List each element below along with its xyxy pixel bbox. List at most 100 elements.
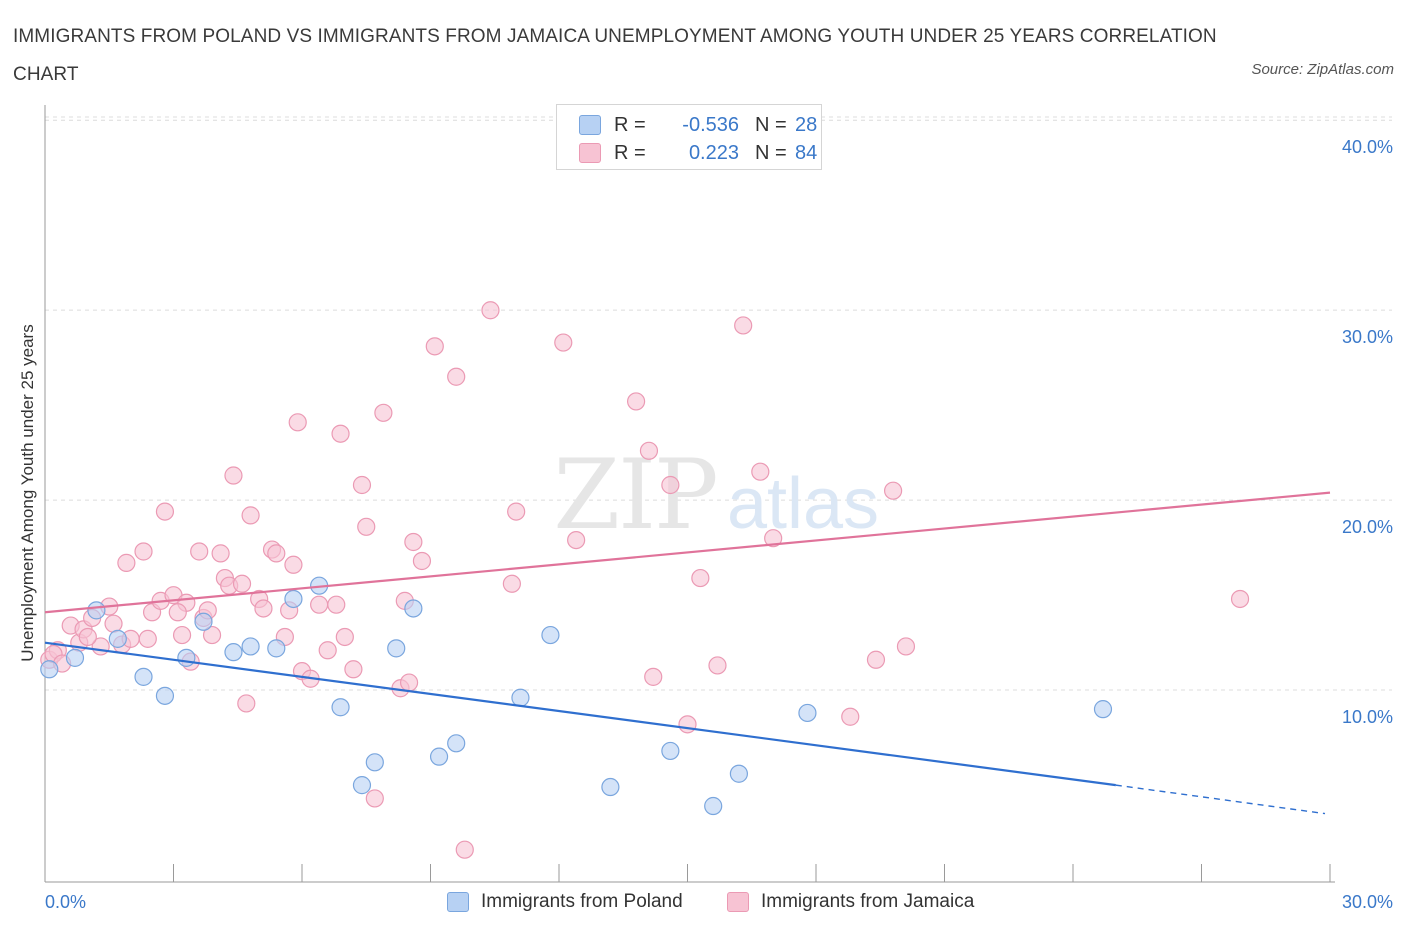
x-tick-label: 0.0% xyxy=(45,892,86,912)
poland-point xyxy=(177,648,196,667)
bottom-jamaica-label: Immigrants from Jamaica xyxy=(761,891,975,912)
jamaica-point xyxy=(507,502,526,521)
jamaica-point xyxy=(327,595,346,614)
jamaica-point xyxy=(237,694,256,713)
jamaica-r-value: 0.223 xyxy=(688,142,739,164)
jamaica-r-label: R = xyxy=(614,142,646,164)
poland-point xyxy=(155,686,175,705)
data-points xyxy=(40,301,1250,859)
poland-point xyxy=(331,698,350,717)
jamaica-point xyxy=(117,553,136,572)
jamaica-n-label: N = xyxy=(755,142,787,164)
correlation-legend: R = -0.536 N = 28 R = 0.223 N = 84 xyxy=(556,104,822,170)
jamaica-point xyxy=(644,667,663,686)
poland-point xyxy=(511,688,530,707)
jamaica-swatch xyxy=(579,143,601,163)
jamaica-point xyxy=(455,840,474,859)
jamaica-point xyxy=(734,316,753,335)
y-tick-label: 10.0% xyxy=(1342,707,1393,727)
jamaica-point xyxy=(288,413,307,432)
poland-point xyxy=(65,648,85,667)
jamaica-point xyxy=(155,502,175,521)
jamaica-point xyxy=(708,656,727,675)
poland-point xyxy=(729,764,749,783)
jamaica-point xyxy=(678,715,697,734)
poland-point xyxy=(601,777,620,797)
jamaica-trend-line xyxy=(44,491,1331,614)
jamaica-point xyxy=(502,574,521,593)
poland-point xyxy=(108,629,127,648)
jamaica-point xyxy=(172,625,192,645)
bottom-poland-swatch xyxy=(447,892,469,912)
jamaica-point xyxy=(661,475,680,495)
chart-title: IMMIGRANTS FROM POLAND VS IMMIGRANTS FRO… xyxy=(13,26,1217,85)
jamaica-point xyxy=(412,551,432,571)
watermark-atlas: atlas xyxy=(727,464,879,544)
jamaica-point xyxy=(399,673,419,692)
poland-point xyxy=(365,753,384,772)
poland-point xyxy=(284,589,303,609)
jamaica-point xyxy=(232,574,252,593)
jamaica-point xyxy=(365,789,384,808)
poland-point xyxy=(267,639,286,658)
jamaica-point xyxy=(1230,589,1250,609)
jamaica-point xyxy=(626,392,646,411)
trend-lines xyxy=(44,491,1331,815)
poland-trend-extension xyxy=(1115,784,1326,815)
poland-point xyxy=(404,599,423,618)
jamaica-point xyxy=(331,424,350,443)
poland-point xyxy=(87,601,106,620)
jamaica-point xyxy=(78,627,97,647)
poland-point xyxy=(541,625,560,645)
jamaica-point xyxy=(224,466,243,485)
poland-point xyxy=(352,776,372,795)
axes xyxy=(44,105,1335,883)
bottom-poland-label: Immigrants from Poland xyxy=(481,891,683,912)
jamaica-point xyxy=(567,530,586,550)
source-credit: Source: ZipAtlas.com xyxy=(1251,61,1394,78)
poland-trend-line xyxy=(44,641,1116,787)
jamaica-point xyxy=(168,603,187,622)
poland-point xyxy=(194,612,213,631)
jamaica-point xyxy=(254,599,273,618)
jamaica-point xyxy=(138,629,157,648)
poland-point xyxy=(661,741,680,761)
poland-r-value: -0.536 xyxy=(682,114,739,136)
poland-point xyxy=(40,660,59,679)
poland-n-value: 28 xyxy=(795,114,818,136)
poland-point xyxy=(387,639,406,658)
jamaica-point xyxy=(357,517,376,536)
jamaica-point xyxy=(344,660,363,679)
poland-point xyxy=(429,747,449,766)
watermark-zip: ZIP xyxy=(553,439,716,551)
tick-labels: 10.0% 20.0% 30.0% 40.0% 0.0% 30.0% xyxy=(45,137,1393,912)
jamaica-point xyxy=(374,403,393,422)
jamaica-point xyxy=(352,475,372,495)
jamaica-point xyxy=(241,506,260,525)
jamaica-point xyxy=(190,542,209,561)
jamaica-point xyxy=(866,650,886,669)
jamaica-point xyxy=(691,568,710,588)
jamaica-point xyxy=(318,641,337,660)
jamaica-point xyxy=(134,542,153,561)
poland-point xyxy=(224,643,243,662)
jamaica-n-value: 84 xyxy=(795,142,818,164)
jamaica-point xyxy=(310,595,329,614)
jamaica-point xyxy=(896,637,916,656)
poland-point xyxy=(447,734,466,753)
poland-point xyxy=(1093,700,1113,719)
poland-point xyxy=(704,796,723,816)
jamaica-point xyxy=(335,627,354,647)
y-tick-label: 20.0% xyxy=(1342,517,1393,537)
poland-r-label: R = xyxy=(614,114,646,136)
jamaica-point xyxy=(211,544,230,563)
poland-point xyxy=(798,703,817,723)
jamaica-point xyxy=(751,462,770,481)
jamaica-point xyxy=(104,614,123,633)
jamaica-point xyxy=(764,529,783,548)
jamaica-point xyxy=(447,367,466,386)
jamaica-point xyxy=(554,333,573,352)
poland-point xyxy=(241,637,260,656)
jamaica-point xyxy=(481,301,500,320)
jamaica-point xyxy=(841,707,860,726)
